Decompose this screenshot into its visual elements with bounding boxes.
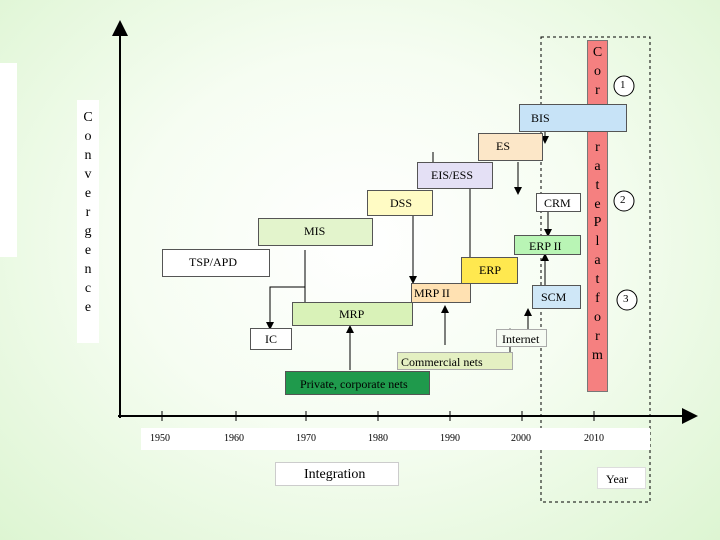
platform-letter: l bbox=[595, 234, 600, 249]
es-box: ES bbox=[478, 133, 543, 161]
corporate-letter: C bbox=[592, 45, 603, 60]
convergence-letter: e bbox=[84, 300, 92, 315]
convergence-letter: n bbox=[84, 148, 92, 163]
platform-letter: f bbox=[595, 291, 600, 306]
mrp-ii-label: MRP II bbox=[414, 286, 450, 300]
eis-ess-box: EIS/ESS bbox=[417, 162, 493, 189]
year-1960: 1960 bbox=[224, 433, 244, 444]
internet-box: Internet bbox=[496, 329, 547, 347]
convergence-panel bbox=[77, 100, 99, 343]
convergence-letter: r bbox=[85, 205, 91, 220]
year-unit-box: Year bbox=[597, 467, 646, 489]
erp-ii-box: ERP II bbox=[514, 235, 581, 255]
year-1970: 1970 bbox=[296, 433, 316, 444]
year-1980: 1980 bbox=[368, 433, 388, 444]
corporate-letter: r bbox=[595, 140, 600, 155]
mis-box: MIS bbox=[258, 218, 373, 246]
level-1-label: 1 bbox=[620, 79, 626, 91]
bis-label: BIS bbox=[531, 111, 550, 125]
corporate-letter: e bbox=[594, 197, 601, 212]
platform-letter: r bbox=[595, 329, 600, 344]
mrp-label: MRP bbox=[339, 307, 365, 321]
mis-label: MIS bbox=[304, 224, 326, 238]
convergence-letter: C bbox=[83, 110, 93, 125]
platform-dashed-outline bbox=[540, 36, 651, 503]
corporate-letter: a bbox=[594, 159, 601, 174]
convergence-letter: e bbox=[84, 243, 92, 258]
year-unit-label: Year bbox=[606, 472, 629, 486]
level-circle-1 bbox=[613, 75, 635, 97]
year-1990: 1990 bbox=[440, 433, 460, 444]
level-circle-3 bbox=[616, 289, 638, 311]
crm-box: CRM bbox=[536, 193, 581, 212]
platform-letter: o bbox=[594, 310, 601, 325]
internet-label: Internet bbox=[502, 332, 540, 346]
year-strip bbox=[141, 428, 650, 450]
level-circle-2 bbox=[613, 190, 635, 212]
commercial-nets-label: Commercial nets bbox=[401, 355, 483, 369]
erp-ii-label: ERP II bbox=[529, 239, 562, 253]
bis-box: BIS bbox=[519, 104, 627, 132]
integration-label: Integration bbox=[304, 467, 366, 482]
platform-letter: a bbox=[594, 253, 601, 268]
corporate-letter: r bbox=[595, 83, 600, 98]
convergence-letter: v bbox=[84, 167, 92, 182]
es-label: ES bbox=[496, 139, 511, 153]
left-edge-panel bbox=[0, 63, 17, 257]
private-nets-box: Private, corporate nets bbox=[285, 371, 430, 395]
year-2010: 2010 bbox=[584, 433, 604, 444]
level-3-label: 3 bbox=[623, 293, 629, 305]
year-2000: 2000 bbox=[511, 433, 531, 444]
integration-label-box: Integration bbox=[275, 462, 399, 486]
ic-box: IC bbox=[250, 328, 292, 350]
private-nets-label: Private, corporate nets bbox=[300, 377, 408, 391]
erp-label: ERP bbox=[479, 263, 502, 277]
convergence-letter: e bbox=[84, 186, 92, 201]
mrp-ii-box: MRP II bbox=[411, 283, 471, 303]
platform-letter: t bbox=[595, 272, 600, 287]
convergence-letter: n bbox=[84, 262, 92, 277]
platform-letter: m bbox=[592, 348, 603, 363]
corporate-letter: t bbox=[595, 178, 600, 193]
eis-ess-label: EIS/ESS bbox=[431, 168, 474, 182]
scm-box: SCM bbox=[532, 285, 581, 309]
corporate-letter: o bbox=[594, 64, 601, 79]
mrp-box: MRP bbox=[292, 302, 413, 326]
tsp-apd-box: TSP/APD bbox=[162, 249, 270, 277]
scm-label: SCM bbox=[541, 290, 567, 304]
convergence-letter: o bbox=[84, 129, 92, 144]
convergence-letter: g bbox=[84, 224, 92, 239]
platform-letter: P bbox=[593, 215, 602, 230]
ic-label: IC bbox=[265, 332, 277, 346]
crm-label: CRM bbox=[544, 196, 571, 210]
level-2-label: 2 bbox=[620, 194, 626, 206]
tsp-apd-label: TSP/APD bbox=[189, 255, 238, 269]
commercial-nets-box: Commercial nets bbox=[397, 352, 513, 370]
erp-box: ERP bbox=[461, 257, 518, 284]
dss-label: DSS bbox=[390, 196, 413, 210]
year-1950: 1950 bbox=[150, 433, 170, 444]
convergence-letter: c bbox=[84, 281, 92, 296]
dss-box: DSS bbox=[367, 190, 433, 216]
